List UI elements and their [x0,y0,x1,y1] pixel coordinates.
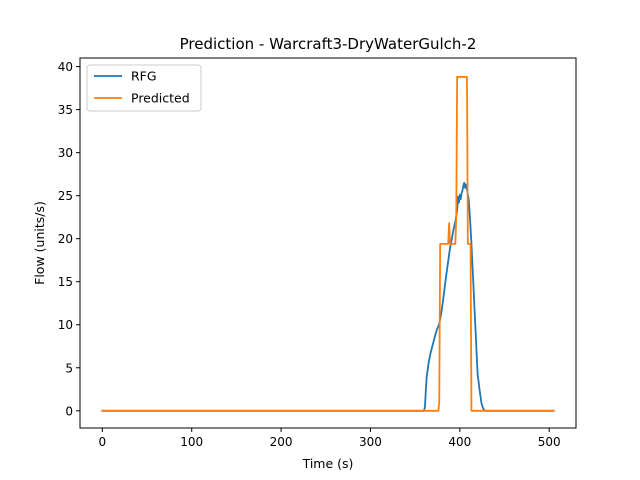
x-tick-label: 400 [448,435,471,449]
series-layer [101,76,555,412]
series-line-rfg [101,181,555,412]
legend: RFG Predicted [86,64,202,112]
x-tick-label: 0 [99,435,107,449]
y-tick-label: 5 [65,361,73,375]
axes-frame [79,57,577,429]
x-tick-label: 300 [359,435,382,449]
y-tick-label: 15 [58,275,73,289]
y-axis: 0 5 10 15 20 25 30 35 40 [58,60,80,418]
x-tick-label: 100 [180,435,203,449]
x-axis: 0 100 200 300 400 500 [99,428,561,449]
y-tick-label: 40 [58,60,73,74]
y-tick-label: 10 [58,318,73,332]
y-tick-label: 35 [58,103,73,117]
x-tick-label: 200 [270,435,293,449]
x-axis-label: Time (s) [302,456,354,471]
y-tick-label: 25 [58,189,73,203]
x-tick-label: 500 [538,435,561,449]
y-axis-label: Flow (units/s) [32,201,47,285]
y-tick-label: 30 [58,146,73,160]
series-line-predicted [101,76,555,412]
chart-title: Prediction - Warcraft3-DryWaterGulch-2 [180,35,477,53]
plot-area [79,57,577,429]
y-tick-label: 20 [58,232,73,246]
legend-label-rfg: RFG [131,69,157,84]
legend-label-predicted: Predicted [131,91,190,106]
y-tick-label: 0 [65,404,73,418]
